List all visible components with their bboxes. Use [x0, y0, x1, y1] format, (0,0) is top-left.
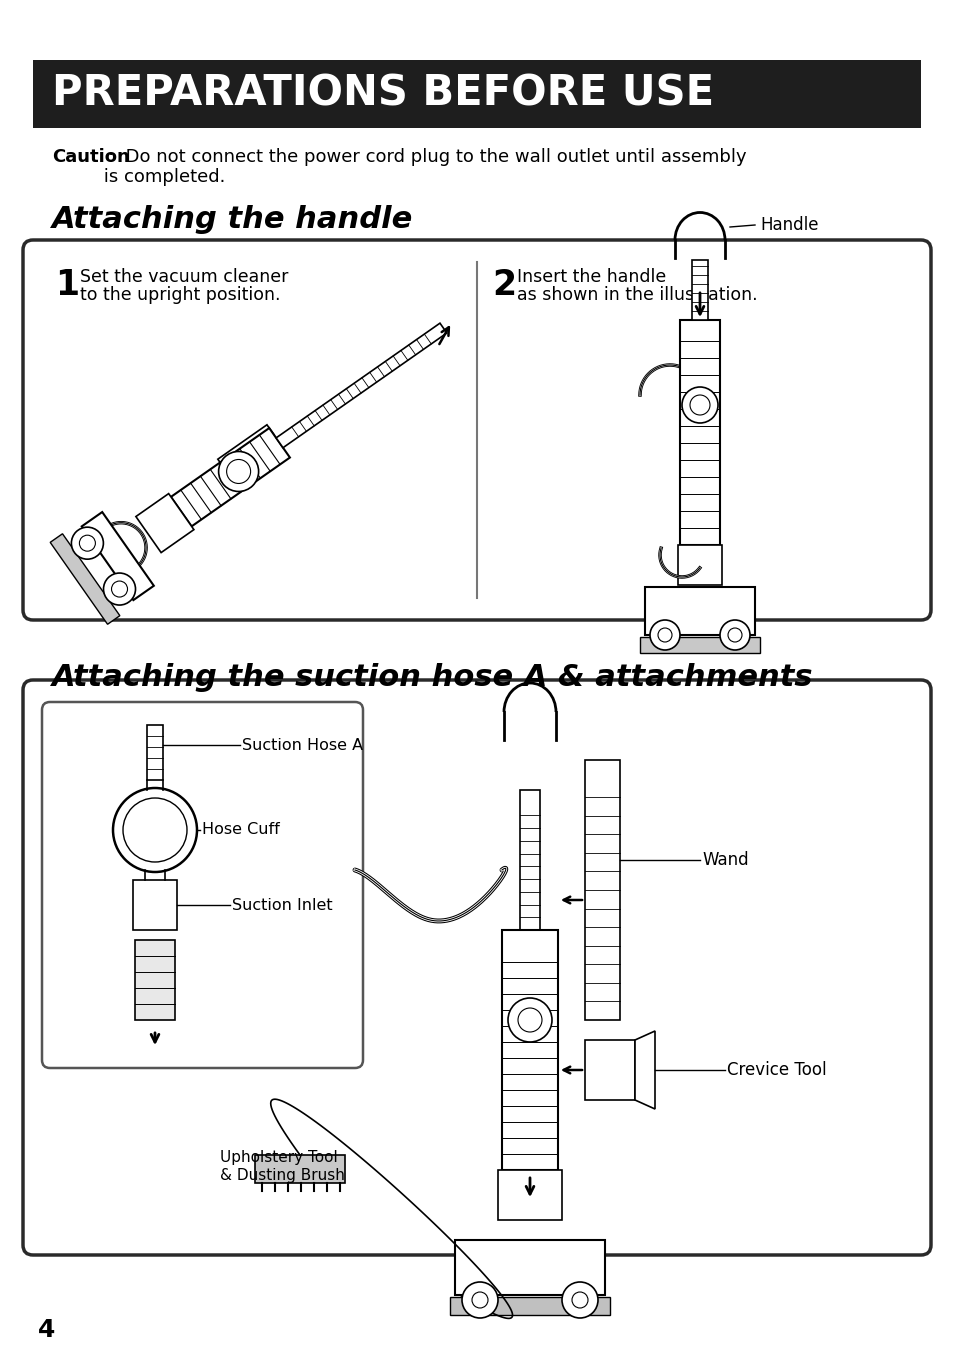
Text: PREPARATIONS BEFORE USE: PREPARATIONS BEFORE USE [52, 73, 714, 115]
Polygon shape [217, 425, 274, 469]
Circle shape [227, 460, 251, 484]
Bar [132, 880, 177, 930]
Circle shape [112, 789, 196, 872]
Circle shape [218, 452, 258, 492]
Text: 2: 2 [492, 268, 516, 302]
Text: 4: 4 [38, 1318, 55, 1343]
Bar [679, 319, 720, 545]
Text: Insert the handle: Insert the handle [517, 268, 665, 286]
Bar [501, 930, 558, 1170]
FancyBboxPatch shape [23, 240, 930, 620]
Circle shape [561, 1282, 598, 1318]
Bar [584, 1041, 635, 1100]
Text: Hose Cuff: Hose Cuff [202, 822, 279, 837]
Bar [254, 1155, 345, 1184]
Bar [450, 1297, 609, 1316]
Circle shape [104, 573, 135, 605]
Text: Crevice Tool: Crevice Tool [726, 1061, 825, 1078]
Text: Suction Inlet: Suction Inlet [232, 898, 333, 913]
Text: Handle: Handle [760, 216, 818, 235]
Polygon shape [51, 534, 120, 624]
Circle shape [689, 395, 709, 415]
Circle shape [572, 1291, 587, 1308]
Circle shape [720, 620, 749, 650]
Bar [678, 545, 721, 585]
Bar [519, 790, 539, 930]
Text: Wand: Wand [701, 851, 748, 869]
Polygon shape [82, 512, 153, 600]
Bar [135, 940, 174, 1020]
Circle shape [71, 527, 103, 559]
Text: Caution: Caution [52, 148, 130, 166]
Circle shape [112, 581, 128, 597]
Circle shape [472, 1291, 488, 1308]
Circle shape [461, 1282, 497, 1318]
Circle shape [123, 798, 187, 861]
Polygon shape [275, 324, 446, 448]
Text: 1: 1 [55, 268, 79, 302]
Circle shape [79, 535, 95, 551]
Bar [584, 760, 619, 1020]
Text: :  Do not connect the power cord plug to the wall outlet until assembly: : Do not connect the power cord plug to … [108, 148, 746, 166]
Polygon shape [171, 429, 290, 526]
Circle shape [517, 1008, 541, 1033]
Text: is completed.: is completed. [52, 168, 225, 186]
Polygon shape [635, 1031, 655, 1109]
Text: & Dusting Brush: & Dusting Brush [220, 1167, 345, 1184]
Circle shape [681, 387, 718, 423]
Circle shape [658, 628, 671, 642]
Bar [644, 586, 754, 635]
Text: Attaching the suction hose A & attachments: Attaching the suction hose A & attachmen… [52, 663, 813, 692]
Text: Suction Hose A: Suction Hose A [242, 737, 363, 752]
Circle shape [727, 628, 741, 642]
Circle shape [649, 620, 679, 650]
Bar [497, 1170, 561, 1220]
Text: to the upright position.: to the upright position. [80, 286, 280, 305]
Bar [33, 61, 920, 128]
Text: as shown in the illustration.: as shown in the illustration. [517, 286, 757, 305]
Bar [147, 725, 163, 780]
Circle shape [507, 998, 552, 1042]
Text: Attaching the handle: Attaching the handle [52, 205, 413, 235]
FancyBboxPatch shape [23, 679, 930, 1255]
Bar [455, 1240, 604, 1295]
FancyBboxPatch shape [42, 702, 363, 1068]
Text: Set the vacuum cleaner: Set the vacuum cleaner [80, 268, 288, 286]
Bar [639, 638, 760, 652]
Text: Upholstery Tool: Upholstery Tool [220, 1150, 337, 1165]
Polygon shape [135, 493, 193, 553]
Bar [691, 260, 707, 319]
